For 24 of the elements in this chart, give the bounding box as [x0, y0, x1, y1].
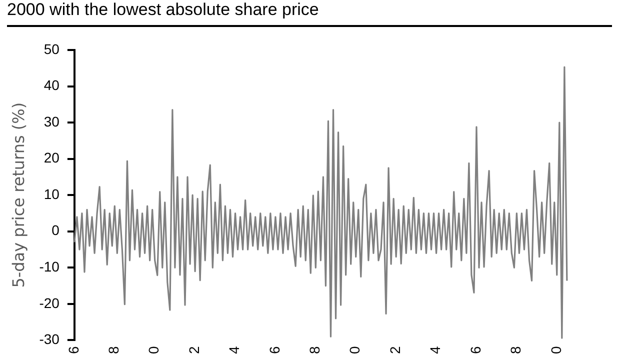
x-tick-label: 6	[467, 346, 484, 354]
x-tick-label: 2	[186, 346, 202, 354]
x-tick-label: 0	[346, 346, 363, 354]
x-tick-label: 4	[427, 346, 444, 354]
y-tick-label: 0	[52, 222, 60, 238]
x-tick-label: 4	[226, 346, 242, 354]
x-tick-label: 6	[266, 346, 282, 354]
y-tick-label: -10	[39, 258, 60, 275]
y-tick-label: 30	[44, 113, 60, 130]
y-tick-label: 50	[44, 40, 60, 57]
y-axis-title: 5-day price returns (%)	[8, 102, 28, 288]
x-tick-label: 6	[65, 346, 82, 354]
y-tick-label: -30	[39, 331, 60, 348]
x-tick-label: 8	[306, 346, 323, 354]
x-tick-label: 8	[508, 346, 524, 354]
y-tick-label: 40	[44, 77, 60, 94]
x-tick-label: 2	[386, 346, 403, 354]
x-tick-label: 8	[106, 346, 122, 354]
chart-title: 2000 with the lowest absolute share price	[7, 0, 612, 27]
y-tick-label: 20	[44, 150, 60, 166]
x-tick-label: 0	[548, 346, 564, 354]
y-tick-label: 10	[44, 186, 60, 202]
y-tick-label: -20	[39, 294, 60, 311]
x-tick-label: 0	[146, 346, 162, 354]
